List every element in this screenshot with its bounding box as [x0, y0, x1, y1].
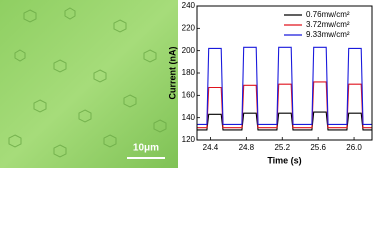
micrograph-background: [0, 0, 178, 168]
y-tick-label: 240: [182, 1, 196, 10]
hexagons: [8, 7, 167, 158]
series-line: [197, 111, 372, 131]
chart: 120 140 160 180 200 220 240 24.4 24.8 25.2 25.6 26.…: [167, 1, 373, 165]
legend-label: 3.72mw/cm²: [306, 20, 350, 29]
x-axis-title: Time (s): [267, 155, 301, 165]
y-tick-label: 120: [182, 135, 196, 144]
series-line: [197, 46, 372, 125]
micrograph: 10μm: [0, 0, 178, 168]
scale-bar: [127, 157, 165, 159]
legend-label: 0.76mw/cm²: [306, 10, 350, 19]
x-tick-label: 25.2: [274, 143, 290, 152]
legend-label: 9.33mw/cm²: [306, 30, 350, 39]
x-tick-label: 24.8: [239, 143, 255, 152]
y-tick-label: 180: [182, 68, 196, 77]
plot-frame: [196, 5, 373, 141]
x-tick-label: 26.0: [346, 143, 362, 152]
y-tick-label: 220: [182, 23, 196, 32]
y-axis-title: Current (nA): [167, 47, 177, 100]
page: {"image": {"scale_bar": "10μm"}, "chart_…: [0, 0, 373, 168]
y-tick-label: 200: [182, 46, 196, 55]
x-tick-label: 24.4: [203, 143, 219, 152]
y-tick-label: 160: [182, 90, 196, 99]
y-tick-label: 140: [182, 113, 196, 122]
x-tick-label: 25.6: [310, 143, 326, 152]
scale-bar-label: 10μm: [133, 143, 159, 154]
figure: 10μm 120 140 160 180 200 220 240 24.4 24.8 25.2 25…: [0, 0, 373, 168]
